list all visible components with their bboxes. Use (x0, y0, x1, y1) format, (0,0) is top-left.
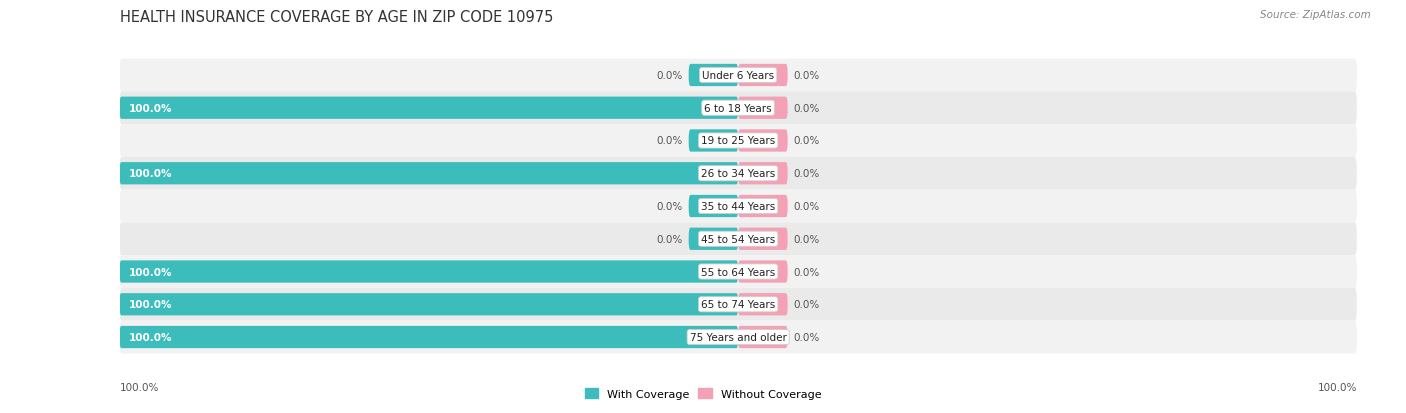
Text: 100.0%: 100.0% (129, 267, 173, 277)
FancyBboxPatch shape (120, 59, 1357, 92)
FancyBboxPatch shape (120, 97, 738, 120)
Text: 0.0%: 0.0% (794, 234, 820, 244)
FancyBboxPatch shape (120, 157, 1357, 190)
FancyBboxPatch shape (120, 288, 1357, 321)
FancyBboxPatch shape (738, 97, 787, 120)
FancyBboxPatch shape (120, 125, 1357, 157)
FancyBboxPatch shape (120, 293, 738, 316)
Text: 6 to 18 Years: 6 to 18 Years (704, 104, 772, 114)
Text: 100.0%: 100.0% (129, 332, 173, 342)
Text: 0.0%: 0.0% (657, 136, 682, 146)
Text: 45 to 54 Years: 45 to 54 Years (702, 234, 775, 244)
FancyBboxPatch shape (738, 326, 787, 348)
FancyBboxPatch shape (738, 293, 787, 316)
FancyBboxPatch shape (689, 65, 738, 87)
Text: 0.0%: 0.0% (794, 267, 820, 277)
Text: 55 to 64 Years: 55 to 64 Years (702, 267, 775, 277)
FancyBboxPatch shape (120, 190, 1357, 223)
Text: 0.0%: 0.0% (794, 202, 820, 211)
Text: 75 Years and older: 75 Years and older (690, 332, 786, 342)
Text: 100.0%: 100.0% (129, 104, 173, 114)
FancyBboxPatch shape (120, 321, 1357, 354)
FancyBboxPatch shape (689, 228, 738, 250)
FancyBboxPatch shape (738, 65, 787, 87)
FancyBboxPatch shape (120, 326, 738, 348)
Legend: With Coverage, Without Coverage: With Coverage, Without Coverage (581, 384, 825, 404)
FancyBboxPatch shape (120, 223, 1357, 256)
Text: 0.0%: 0.0% (794, 169, 820, 179)
Text: 65 to 74 Years: 65 to 74 Years (702, 299, 775, 309)
Text: 100.0%: 100.0% (1317, 382, 1357, 392)
Text: 26 to 34 Years: 26 to 34 Years (702, 169, 775, 179)
FancyBboxPatch shape (120, 256, 1357, 288)
Text: Source: ZipAtlas.com: Source: ZipAtlas.com (1260, 10, 1371, 20)
FancyBboxPatch shape (120, 92, 1357, 125)
Text: 100.0%: 100.0% (129, 299, 173, 309)
Text: 0.0%: 0.0% (794, 71, 820, 81)
Text: 0.0%: 0.0% (794, 332, 820, 342)
Text: 0.0%: 0.0% (794, 136, 820, 146)
FancyBboxPatch shape (689, 195, 738, 218)
Text: 0.0%: 0.0% (657, 234, 682, 244)
Text: 0.0%: 0.0% (794, 299, 820, 309)
Text: 0.0%: 0.0% (657, 202, 682, 211)
FancyBboxPatch shape (738, 195, 787, 218)
Text: 100.0%: 100.0% (120, 382, 159, 392)
FancyBboxPatch shape (738, 130, 787, 152)
Text: HEALTH INSURANCE COVERAGE BY AGE IN ZIP CODE 10975: HEALTH INSURANCE COVERAGE BY AGE IN ZIP … (120, 10, 553, 25)
FancyBboxPatch shape (738, 261, 787, 283)
FancyBboxPatch shape (120, 163, 738, 185)
FancyBboxPatch shape (738, 228, 787, 250)
Text: 100.0%: 100.0% (129, 169, 173, 179)
Text: 19 to 25 Years: 19 to 25 Years (702, 136, 775, 146)
Text: Under 6 Years: Under 6 Years (702, 71, 775, 81)
Text: 0.0%: 0.0% (794, 104, 820, 114)
FancyBboxPatch shape (738, 163, 787, 185)
Text: 0.0%: 0.0% (657, 71, 682, 81)
Text: 35 to 44 Years: 35 to 44 Years (702, 202, 775, 211)
FancyBboxPatch shape (689, 130, 738, 152)
FancyBboxPatch shape (120, 261, 738, 283)
